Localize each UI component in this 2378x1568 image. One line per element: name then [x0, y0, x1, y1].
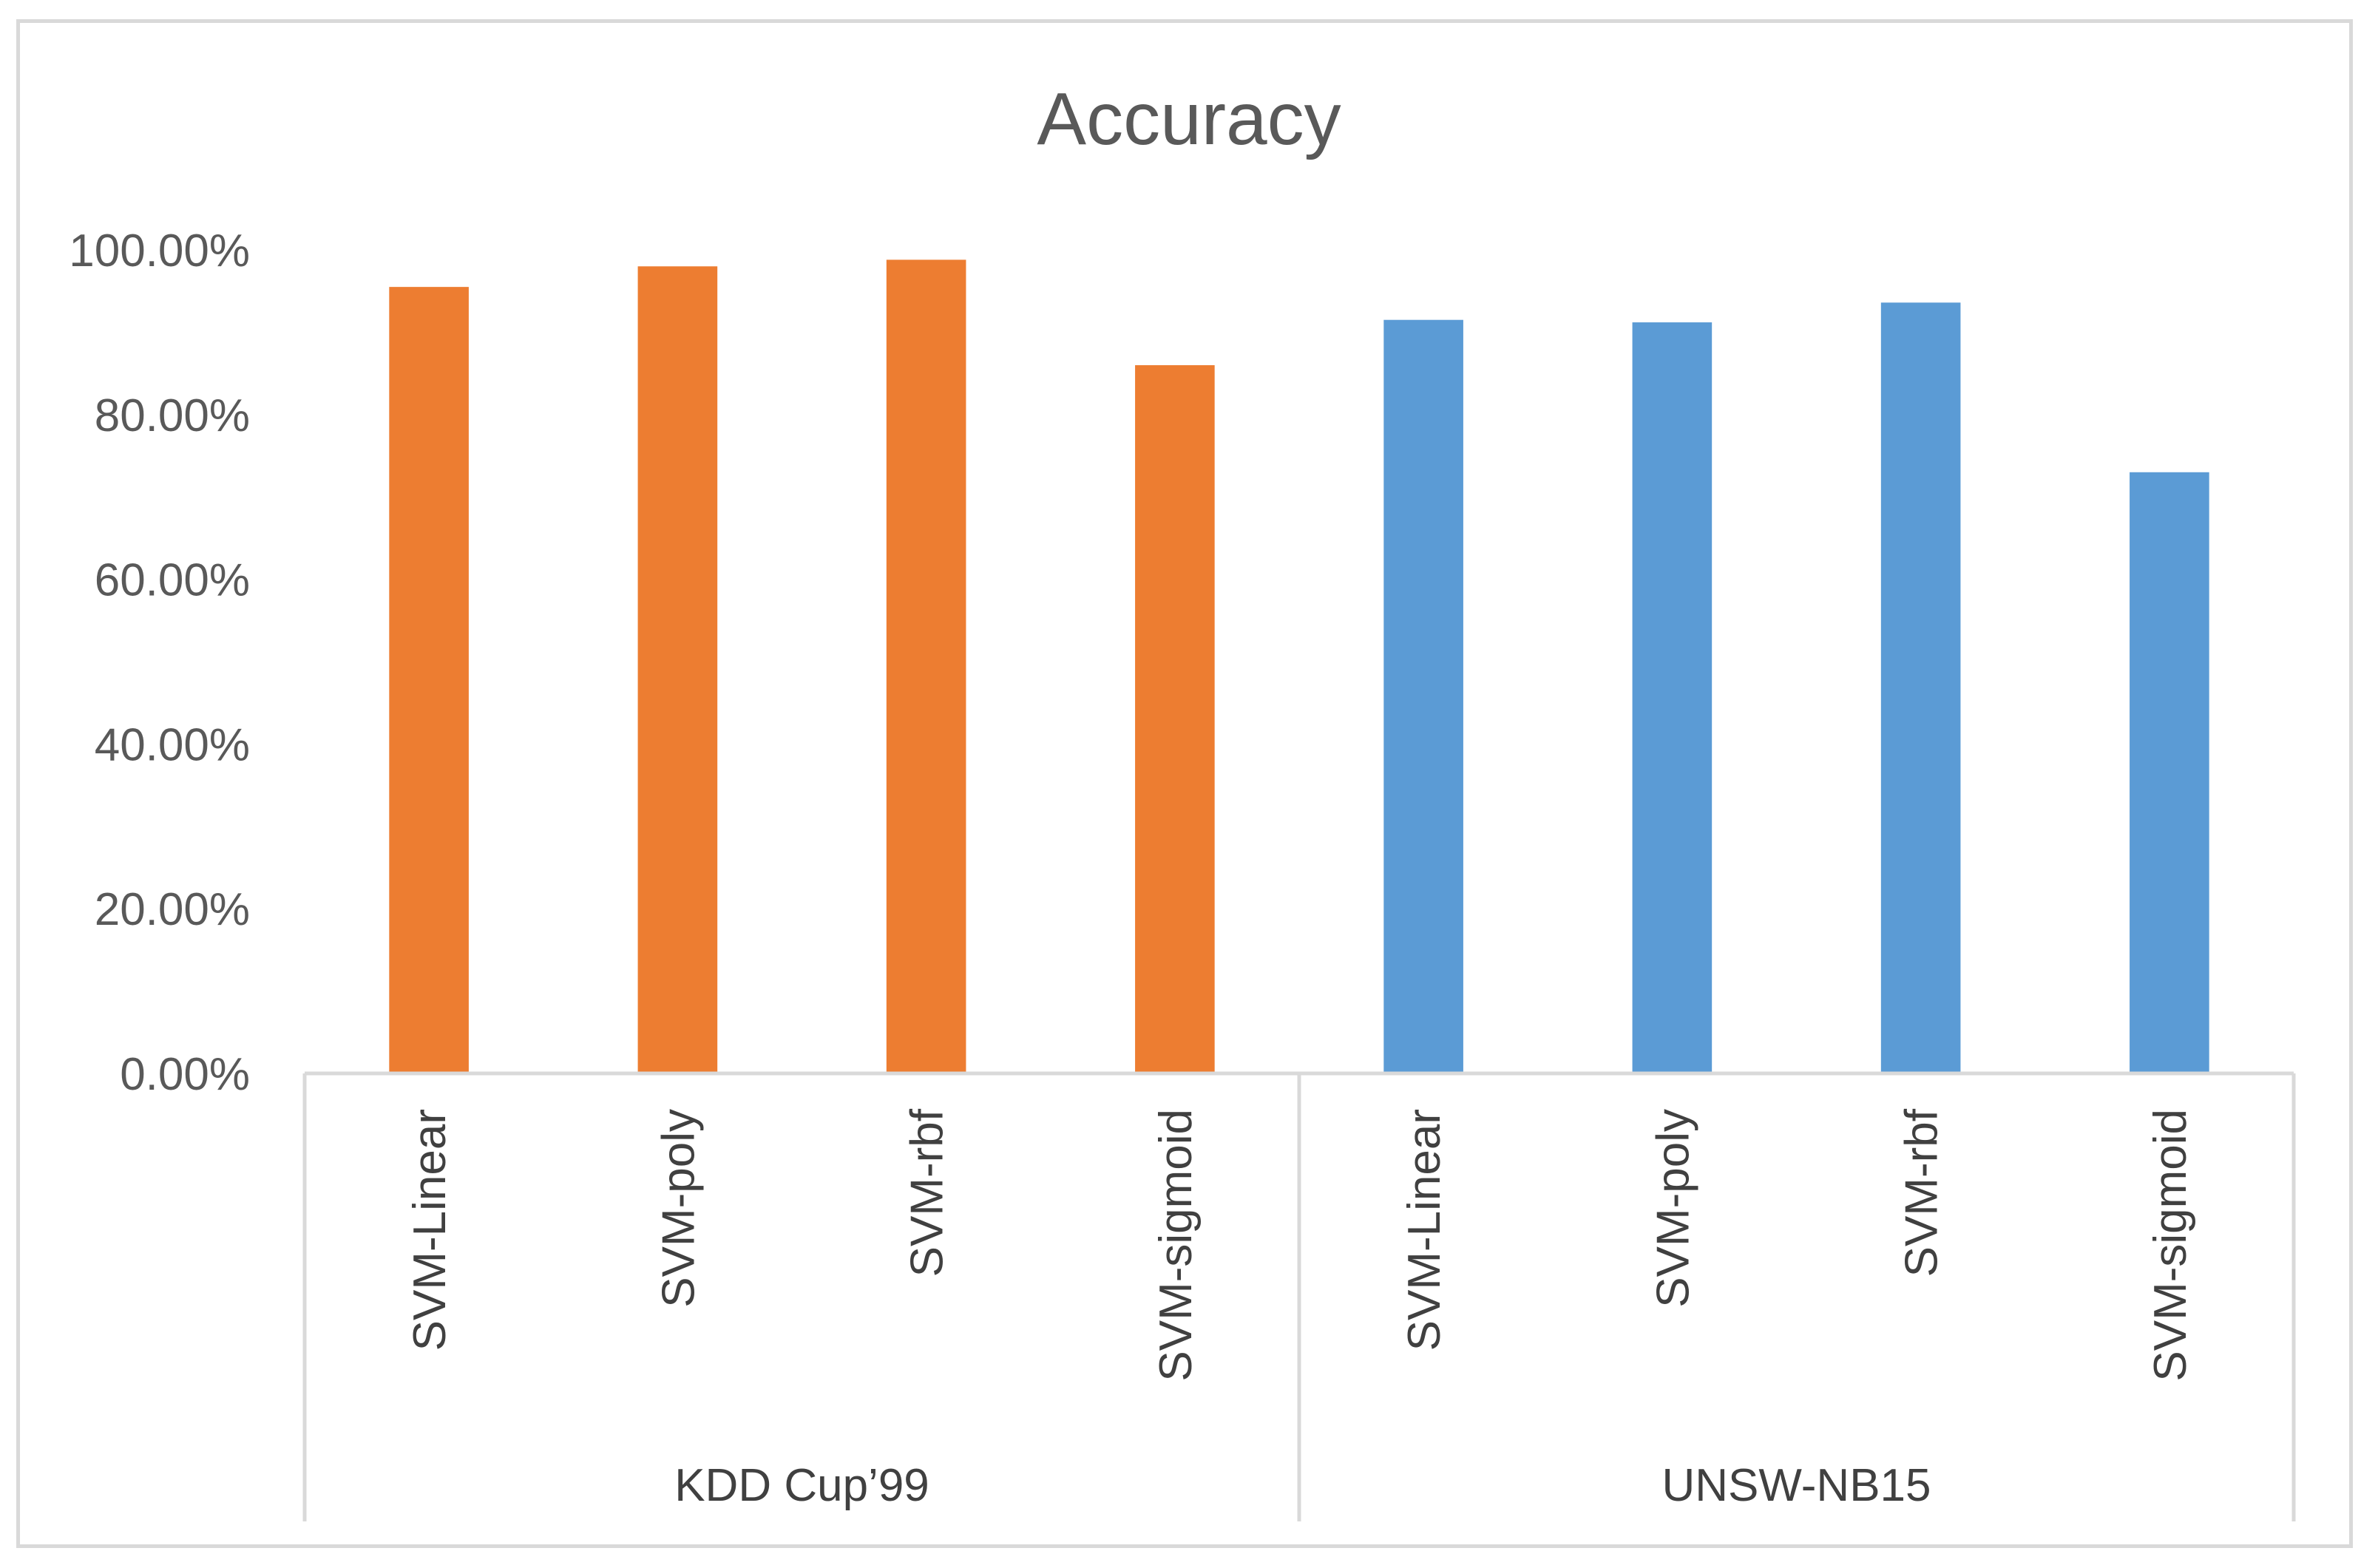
- x-category-label: SVM-sigmoid: [2145, 1109, 2196, 1382]
- bar: [1383, 319, 1463, 1073]
- bar: [886, 259, 966, 1073]
- y-tick-label: 80.00%: [95, 390, 250, 441]
- chart-title: Accuracy: [1037, 78, 1341, 160]
- bar: [389, 287, 469, 1073]
- group-labels: KDD Cup’99 UNSW-NB15: [674, 1460, 1931, 1511]
- y-tick-label: 60.00%: [95, 555, 250, 606]
- bar: [1632, 322, 1713, 1074]
- y-tick-label: 100.00%: [69, 225, 250, 276]
- x-category-label: SVM-sigmoid: [1151, 1109, 1202, 1382]
- bar: [2130, 472, 2209, 1073]
- x-category-label: SVM-rbf: [902, 1108, 953, 1277]
- x-group-label: UNSW-NB15: [1661, 1460, 1931, 1511]
- y-tick-label: 0.00%: [120, 1049, 250, 1100]
- bar: [1880, 302, 1961, 1073]
- bar: [1135, 364, 1215, 1074]
- x-category-label: SVM-rbf: [1897, 1108, 1948, 1277]
- y-axis-ticks: 0.00% 20.00% 40.00% 60.00% 80.00% 100.00%: [69, 225, 250, 1100]
- x-category-label: SVM-poly: [1647, 1109, 1698, 1308]
- bar: [637, 266, 718, 1073]
- y-tick-label: 40.00%: [95, 719, 250, 770]
- bars: [389, 259, 2209, 1074]
- x-group-label: KDD Cup’99: [674, 1460, 929, 1511]
- category-labels: SVM-Linear SVM-poly SVM-rbf SVM-sigmoid SVM-…: [404, 1108, 2196, 1381]
- x-axis: [302, 1071, 2296, 1521]
- x-category-label: SVM-Linear: [404, 1109, 455, 1351]
- y-tick-label: 20.00%: [95, 884, 250, 935]
- x-category-label: SVM-poly: [653, 1109, 704, 1308]
- x-category-label: SVM-Linear: [1399, 1109, 1450, 1351]
